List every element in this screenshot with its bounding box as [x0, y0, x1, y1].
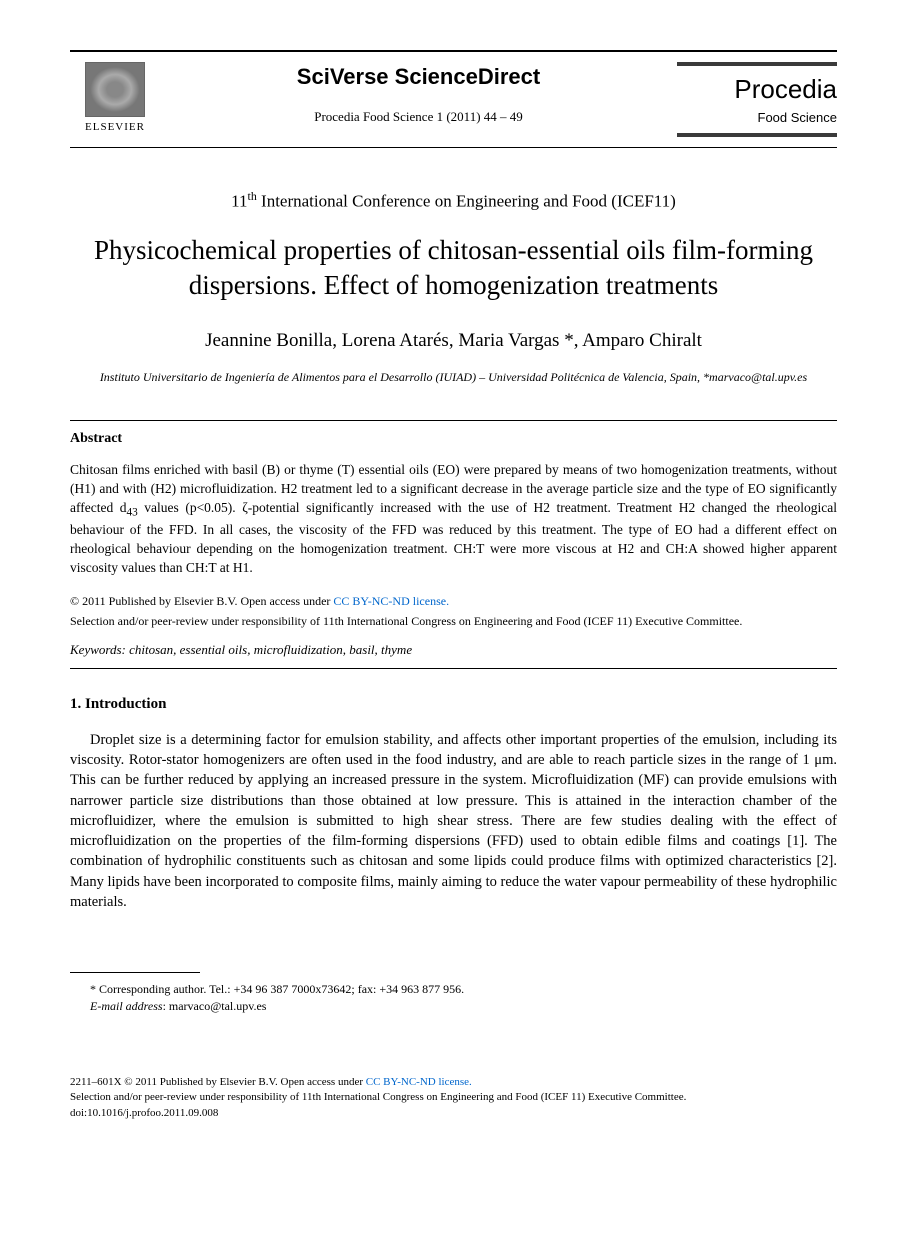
abstract-text: Chitosan films enriched with basil (B) o…	[70, 461, 837, 578]
keywords-text: chitosan, essential oils, microfluidizat…	[126, 642, 412, 657]
procedia-title: Procedia	[677, 71, 837, 107]
doi: doi:10.1016/j.profoo.2011.09.008	[70, 1106, 837, 1121]
platform-name: SciVerse ScienceDirect	[160, 62, 677, 93]
bottom-selection: Selection and/or peer-review under respo…	[70, 1090, 837, 1105]
affiliation: Instituto Universitario de Ingeniería de…	[70, 370, 837, 386]
bottom-publication-info: 2211–601X © 2011 Published by Elsevier B…	[70, 1075, 837, 1121]
email-label: E-mail address	[90, 999, 163, 1013]
paper-title: Physicochemical properties of chitosan-e…	[70, 233, 837, 303]
corresponding-author-footnote: * Corresponding author. Tel.: +34 96 387…	[90, 981, 837, 998]
copyright-text: © 2011 Published by Elsevier B.V.	[70, 594, 240, 608]
abstract-top-rule	[70, 420, 837, 421]
issn-line: 2211–601X © 2011 Published by Elsevier B…	[70, 1075, 837, 1090]
publisher-name: ELSEVIER	[85, 120, 145, 135]
email-footnote: E-mail address: marvaco@tal.upv.es	[90, 998, 837, 1015]
bottom-license-prefix: Open access under	[281, 1076, 366, 1088]
license-link[interactable]: CC BY-NC-ND license.	[333, 594, 449, 608]
conference-name: 11th International Conference on Enginee…	[70, 188, 837, 213]
selection-line: Selection and/or peer-review under respo…	[70, 613, 837, 630]
issn-text: 2211–601X © 2011 Published by Elsevier B…	[70, 1076, 281, 1088]
elsevier-logo: ELSEVIER	[70, 62, 160, 135]
procedia-subtitle: Food Science	[677, 109, 837, 127]
copyright-line: © 2011 Published by Elsevier B.V. Open a…	[70, 593, 837, 610]
journal-reference: Procedia Food Science 1 (2011) 44 – 49	[160, 108, 677, 126]
abstract-heading: Abstract	[70, 429, 837, 449]
procedia-logo: Procedia Food Science	[677, 62, 837, 137]
platform-block: SciVerse ScienceDirect Procedia Food Sci…	[160, 62, 677, 126]
authors-list: Jeannine Bonilla, Lorena Atarés, Maria V…	[70, 328, 837, 355]
footnote-separator	[70, 972, 200, 973]
introduction-text: Droplet size is a determining factor for…	[70, 730, 837, 913]
introduction-heading: 1. Introduction	[70, 694, 837, 715]
abstract-bottom-rule	[70, 668, 837, 669]
license-prefix: Open access under	[240, 594, 333, 608]
journal-header: ELSEVIER SciVerse ScienceDirect Procedia…	[70, 50, 837, 148]
email-address: : marvaco@tal.upv.es	[163, 999, 267, 1013]
bottom-license-link[interactable]: CC BY-NC-ND license.	[366, 1076, 472, 1088]
keywords-line: Keywords: chitosan, essential oils, micr…	[70, 641, 837, 659]
elsevier-tree-icon	[85, 62, 145, 117]
keywords-label: Keywords:	[70, 642, 126, 657]
